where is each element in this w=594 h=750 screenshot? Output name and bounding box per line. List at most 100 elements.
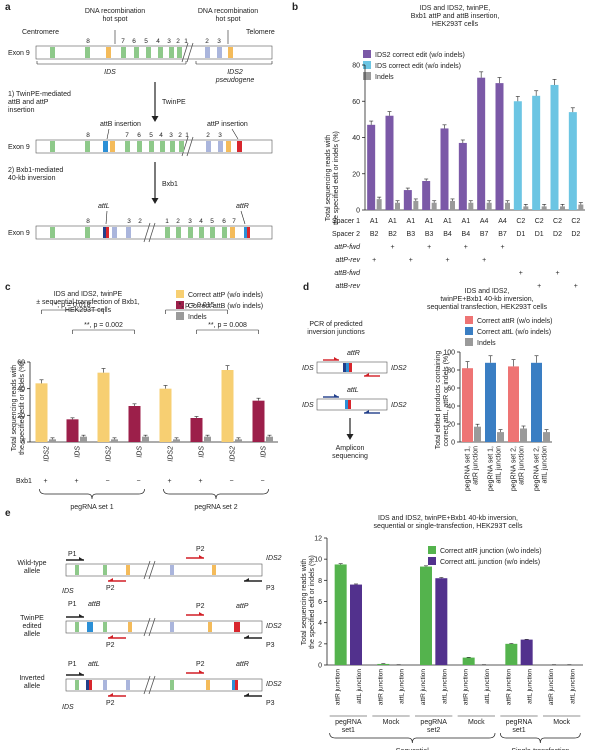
e-tw-exon-3 xyxy=(128,622,132,632)
chart-d-bar xyxy=(531,362,542,442)
chart-d-bar xyxy=(474,426,481,442)
twinpe-chromosome-exon-11 xyxy=(218,141,223,152)
e-tw-p2-bot-arrow-head xyxy=(108,635,113,638)
inv-exon-8 xyxy=(188,227,193,238)
panel-b-cell: A1 xyxy=(370,218,379,225)
panel-b-cell: B4 xyxy=(462,231,471,238)
panel-b-cell: B7 xyxy=(480,231,489,238)
e-inv-p3: P3 xyxy=(266,700,275,707)
panel-c-bxb1-cell: − xyxy=(136,478,140,485)
panel-e-row-wt: Wild-type allele xyxy=(17,560,46,575)
legend-c-item: Indels xyxy=(188,314,207,321)
exon-num: 3 xyxy=(167,38,171,45)
legend-b-swatch xyxy=(363,50,371,58)
legend-d-swatch xyxy=(465,327,473,335)
panel-c-bxb1-cell: + xyxy=(43,478,47,485)
exon-num: 5 xyxy=(144,38,148,45)
e-inv-box xyxy=(65,678,263,692)
wt-chromosome-exon-5 xyxy=(146,47,151,58)
twinpe-chromosome-break-2 xyxy=(186,136,194,157)
attl-junction-red xyxy=(348,400,351,409)
exon-num: 2 xyxy=(176,38,180,45)
inv-exon-11 xyxy=(222,227,227,238)
inv-break-2 xyxy=(148,222,156,243)
panel-e-title: IDS and IDS2, twinPE+Bxb1 40-kb inversio… xyxy=(374,515,523,530)
panel-label-e: e xyxy=(5,508,11,519)
panel-c-ylabel: Total sequencing reads withthe specified… xyxy=(11,361,26,455)
legend-b-item: IDS correct edit (w/o indels) xyxy=(375,63,461,70)
e-inv-attl: attL xyxy=(88,661,100,668)
hotspot-label-1: DNA recombination hot spot xyxy=(85,8,145,23)
exon-num: 1 xyxy=(184,38,188,45)
e-wt-p2-bot-arrow-head xyxy=(108,578,113,581)
twinpe-label: TwinPE xyxy=(162,99,186,106)
panel-label-a: a xyxy=(5,2,11,13)
inv-exon-10 xyxy=(210,227,215,238)
legend-c-item: Correct attP (w/o indels) xyxy=(188,292,263,299)
inv-exon-1 xyxy=(85,227,90,238)
panel-b-cell: B2 xyxy=(370,231,379,238)
panel-b-ylabel: Total sequencing reads withthe specified… xyxy=(325,131,340,225)
inv-exon-5 xyxy=(126,227,131,238)
panel-b-cell: A4 xyxy=(498,218,507,225)
panel-d-cat: pegRNA set 1,attR junction xyxy=(465,446,480,491)
wt-chromosome-exon-6 xyxy=(158,47,163,58)
chart-e-ytick-label: 12 xyxy=(314,536,322,543)
wt-chromosome-exon-1 xyxy=(85,47,90,58)
chart-b-bar xyxy=(505,202,510,210)
e-tw-exon-6 xyxy=(234,622,240,632)
panel-d-cat: pegRNA set 1,attL junction xyxy=(488,446,503,491)
chart-d-bar xyxy=(520,428,527,442)
chart-b-bar xyxy=(385,115,394,210)
chart-d-bar xyxy=(508,366,519,442)
legend-d-item: Correct attR (w/o indels) xyxy=(477,318,552,325)
e-wt-box xyxy=(65,563,263,577)
panel-c-title: IDS and IDS2, twinPE ± sequential transfe… xyxy=(36,291,140,314)
panel-b-cell: + xyxy=(445,257,449,264)
wt-chromosome-exon-2 xyxy=(106,47,111,58)
wt-chromosome-exon-8 xyxy=(177,47,182,58)
chart-d-ytick-label: 20 xyxy=(447,422,455,429)
exon-num: 2 xyxy=(205,38,209,45)
attr-primer-r-head xyxy=(364,373,369,376)
e-tw-box xyxy=(65,620,263,634)
attr-junction-blue xyxy=(346,363,349,372)
inv-exon-4 xyxy=(112,227,117,238)
twinpe-chromosome-exon-4 xyxy=(125,141,130,152)
chart-b-bar xyxy=(413,200,419,210)
chart-b-ytick-label: 80 xyxy=(352,63,360,70)
chart-b-bar xyxy=(440,128,449,210)
inv-exon-0 xyxy=(50,227,55,238)
e-tw-p2-bot: P2 xyxy=(106,642,115,649)
chart-e-ytick-label: 2 xyxy=(318,641,322,648)
inv-chromosome-box xyxy=(35,225,273,240)
exon9-label-1: Exon 9 xyxy=(8,50,30,57)
inv-exon-13 xyxy=(244,227,247,238)
panel-c-bxb1-cell: + xyxy=(74,478,78,485)
chart-b-ytick-label: 40 xyxy=(352,135,360,142)
twinpe-chromosome-exon-2 xyxy=(103,141,108,152)
panel-e-ylabel: Total sequencing reads withthe specified… xyxy=(301,555,316,649)
panel-c-bxb1-cell: − xyxy=(105,478,109,485)
panel-b-cell: + xyxy=(519,270,523,277)
panel-e-junction-label: attR junction xyxy=(420,669,427,706)
brace-c-1-label: pegRNA set 1 xyxy=(70,504,113,511)
panel-e-junction-label: attR junction xyxy=(463,669,470,706)
exon-num: 2 xyxy=(206,132,210,139)
e-wt-p2-top-arrow-head xyxy=(199,555,204,558)
chart-c-bar xyxy=(111,439,118,442)
e-inv-ids2: IDS2 xyxy=(266,681,282,688)
exon-num: 3 xyxy=(217,38,221,45)
exon-num: 6 xyxy=(222,218,226,225)
e-tw-break-1 xyxy=(143,617,151,637)
wt-chromosome-break-1 xyxy=(181,42,189,63)
bxb1-label: Bxb1 xyxy=(162,181,178,188)
legend-b-swatch xyxy=(363,61,371,69)
panel-c-cat: IDS2 xyxy=(44,446,51,462)
centromere-label: Centromere xyxy=(22,29,59,36)
attr-pointer xyxy=(240,210,246,225)
wt-chromosome-exon-11 xyxy=(228,47,233,58)
chart-b-bar xyxy=(578,204,584,210)
panel-b-cell: A1 xyxy=(425,218,434,225)
